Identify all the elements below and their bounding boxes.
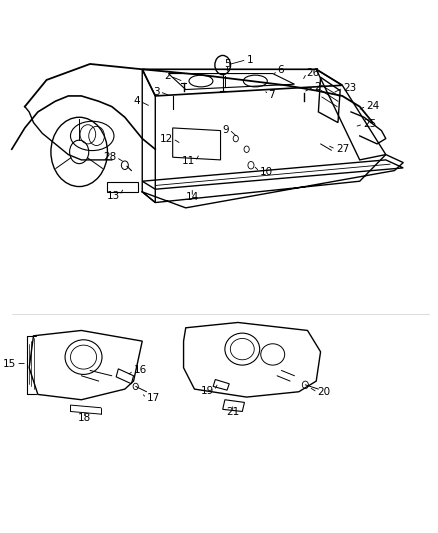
Text: 10: 10 [260, 167, 273, 176]
Text: 4: 4 [134, 96, 140, 106]
Text: 24: 24 [366, 101, 379, 111]
Text: 25: 25 [363, 119, 376, 129]
Text: 28: 28 [103, 152, 116, 162]
Text: 9: 9 [223, 125, 229, 134]
Text: 20: 20 [318, 387, 331, 397]
Text: 27: 27 [336, 144, 349, 154]
Text: 23: 23 [343, 83, 357, 93]
Text: 12: 12 [159, 134, 173, 143]
Text: 16: 16 [134, 366, 147, 375]
Text: 15: 15 [3, 359, 16, 368]
Text: 19: 19 [201, 386, 214, 395]
Text: 26: 26 [307, 68, 320, 78]
Text: 6: 6 [277, 66, 284, 75]
Text: 11: 11 [182, 157, 195, 166]
Text: 5: 5 [225, 59, 231, 69]
Text: 3: 3 [153, 87, 159, 96]
Text: 2: 2 [164, 71, 170, 81]
Text: 18: 18 [78, 414, 92, 423]
Text: 2: 2 [314, 82, 321, 92]
Text: 17: 17 [147, 393, 160, 403]
Text: 21: 21 [226, 407, 239, 417]
Text: 1: 1 [247, 55, 253, 64]
Text: 7: 7 [268, 90, 275, 100]
Text: 13: 13 [106, 191, 120, 200]
Text: 14: 14 [186, 192, 199, 202]
